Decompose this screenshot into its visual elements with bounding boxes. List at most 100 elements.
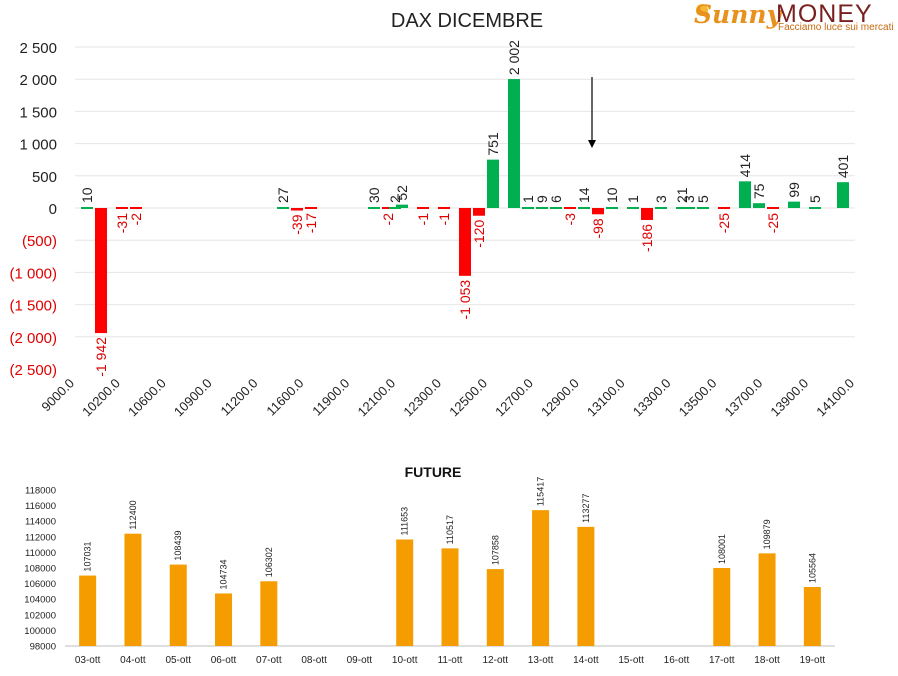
x-tick-label: 09-ott: [347, 655, 373, 666]
data-label: -2: [380, 213, 396, 226]
y-tick-label: 110000: [25, 548, 56, 559]
x-tick-label: 10200.0: [79, 376, 123, 420]
data-label: -2: [128, 213, 144, 226]
data-label: 10: [79, 187, 95, 203]
data-label: -39: [289, 214, 305, 234]
data-label: 6: [548, 195, 564, 203]
data-label: 52: [394, 185, 410, 201]
sunny-money-logo: Sunny MONEY Facciamo luce sui mercati: [690, 0, 898, 40]
bar: [382, 207, 394, 209]
x-tick-label: 16-ott: [664, 655, 690, 666]
data-label: 99: [786, 182, 802, 198]
bar: [683, 207, 695, 209]
bar: [277, 207, 289, 209]
x-tick-label: 14100.0: [813, 376, 857, 420]
logo-tagline: Facciamo luce sui mercati: [778, 22, 894, 33]
bar: [473, 208, 485, 216]
bar: [508, 79, 520, 208]
bar: [550, 207, 562, 209]
x-tick-label: 13900.0: [767, 376, 811, 420]
x-tick-label: 04-ott: [120, 655, 146, 666]
y-tick-label: 1 000: [19, 137, 57, 154]
x-tick-label: 10900.0: [171, 376, 215, 420]
data-label: 109879: [762, 519, 772, 549]
x-tick-label: 12300.0: [400, 376, 444, 420]
y-tick-label: 98000: [30, 642, 56, 653]
x-tick-label: 13100.0: [584, 376, 628, 420]
bar: [578, 207, 590, 209]
data-label: 1: [625, 195, 641, 203]
data-label: 3: [653, 195, 669, 203]
bar: [130, 207, 142, 209]
bar: [627, 207, 639, 209]
bar: [95, 208, 107, 334]
bar: [532, 510, 550, 646]
x-tick-label: 10-ott: [392, 655, 418, 666]
data-label: 14: [576, 187, 592, 203]
data-label: -120: [471, 220, 487, 248]
bar: [486, 569, 504, 646]
dax-chart-title: DAX DICEMBRE: [390, 10, 544, 32]
dax-chart: 2 500 2 000 1 500 1 000 500 0 (500) (1 000) (1 5…: [9, 40, 857, 420]
data-label: 111653: [400, 507, 410, 536]
data-label: 107858: [490, 535, 500, 565]
data-label: 108001: [717, 534, 727, 564]
x-tick-label: 11200.0: [217, 376, 260, 419]
x-tick-label: 05-ott: [165, 655, 191, 666]
data-label: 107031: [83, 542, 93, 572]
x-tick-label: 11900.0: [309, 376, 352, 419]
bar: [655, 207, 667, 209]
x-tick-label: 18-ott: [754, 655, 780, 666]
data-label: 27: [275, 187, 291, 203]
x-tick-label: 9000.0: [38, 376, 77, 415]
y-tick-label: 106000: [24, 579, 56, 590]
marker-arrow-head: [588, 140, 596, 148]
data-label: -1: [415, 213, 431, 226]
bar: [116, 207, 128, 209]
bar: [487, 159, 499, 208]
data-label: 106302: [264, 547, 274, 577]
data-label: -1 053: [457, 280, 473, 320]
x-tick-label: 06-ott: [211, 655, 237, 666]
data-label: -98: [590, 218, 606, 238]
bar: [837, 182, 849, 208]
bar: [809, 207, 821, 209]
data-label: 104734: [219, 559, 229, 589]
data-label: 30: [366, 187, 382, 203]
bar: [522, 207, 534, 209]
data-label: 1: [520, 195, 536, 203]
data-label: 2: [387, 195, 403, 203]
data-label: 110517: [445, 515, 455, 544]
bar: [396, 539, 414, 646]
data-label: 75: [751, 183, 767, 199]
data-label: 401: [835, 155, 851, 179]
bar: [577, 526, 595, 646]
x-tick-label: 12100.0: [354, 376, 398, 420]
y-tick-label: (500): [22, 233, 57, 250]
bar: [260, 581, 278, 646]
data-label: 105564: [807, 553, 817, 583]
bar: [368, 207, 380, 209]
bar: [291, 208, 303, 211]
data-label: 21: [674, 187, 690, 203]
x-tick-label: 15-ott: [618, 655, 644, 666]
y-tick-label: 2 000: [19, 72, 57, 89]
x-tick-label: 19-ott: [800, 655, 826, 666]
bar: [79, 575, 97, 646]
y-tick-label: 116000: [25, 501, 56, 512]
bar: [215, 593, 233, 646]
data-label: 414: [737, 154, 753, 178]
bar: [389, 207, 401, 209]
bar: [697, 207, 709, 209]
bar: [459, 208, 471, 276]
x-tick-label: 11600.0: [263, 376, 306, 419]
bar: [124, 533, 142, 646]
x-tick-label: 17-ott: [709, 655, 735, 666]
y-tick-label: 112000: [25, 532, 56, 543]
data-label: -31: [114, 213, 130, 233]
future-chart-title: FUTURE: [404, 464, 462, 480]
bar: [676, 207, 688, 209]
y-tick-label: 102000: [24, 610, 56, 621]
data-label: 10: [604, 187, 620, 203]
